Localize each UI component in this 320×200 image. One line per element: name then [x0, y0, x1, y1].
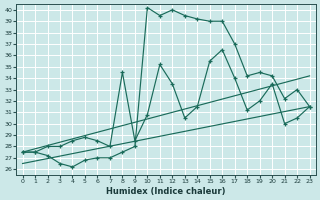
X-axis label: Humidex (Indice chaleur): Humidex (Indice chaleur) — [106, 187, 226, 196]
